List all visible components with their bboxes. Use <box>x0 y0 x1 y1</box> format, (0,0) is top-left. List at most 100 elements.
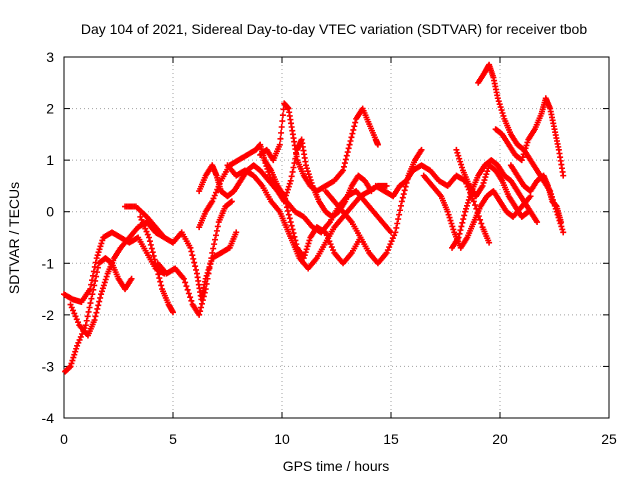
data-point <box>398 198 405 205</box>
data-point <box>149 249 156 256</box>
data-point <box>389 235 396 242</box>
data-point <box>560 172 567 179</box>
data-point <box>477 216 484 223</box>
data-point <box>304 168 311 175</box>
data-point <box>187 294 194 301</box>
data-point <box>267 174 274 181</box>
data-point <box>290 164 297 171</box>
series-track-6 <box>154 198 235 318</box>
data-point <box>281 198 288 205</box>
data-point <box>71 351 78 358</box>
data-point <box>521 148 528 155</box>
data-point <box>68 304 75 311</box>
data-point <box>394 220 401 227</box>
data-point <box>199 297 206 304</box>
series-track-12 <box>322 146 425 267</box>
data-point <box>418 146 425 153</box>
data-point <box>397 207 404 214</box>
data-point <box>497 104 504 111</box>
data-point <box>456 155 463 162</box>
data-point <box>486 239 493 246</box>
data-point <box>89 291 96 298</box>
data-point <box>98 240 105 247</box>
data-point <box>103 273 110 280</box>
x-tick-label: 20 <box>492 431 508 447</box>
data-point <box>480 179 487 186</box>
x-tick-label: 15 <box>383 431 399 447</box>
data-point <box>465 196 472 203</box>
data-point <box>395 216 402 223</box>
data-point <box>308 179 315 186</box>
data-point <box>185 290 192 297</box>
data-point <box>559 226 566 233</box>
data-point <box>302 162 309 169</box>
data-point <box>128 275 135 282</box>
axis-ticks: 0 5 10 15 20 25 -4 -3 -2 -1 0 1 2 3 <box>42 49 617 447</box>
data-point <box>279 118 286 125</box>
data-point <box>84 313 91 320</box>
data-point <box>349 130 356 137</box>
chart-title: Day 104 of 2021, Sidereal Day-to-day VTE… <box>81 21 588 37</box>
data-point <box>456 230 463 237</box>
data-point <box>85 308 92 315</box>
x-tick-label: 0 <box>60 431 68 447</box>
data-point <box>472 202 479 209</box>
data-point <box>458 223 465 230</box>
data-point <box>203 280 210 287</box>
data-point <box>289 168 296 175</box>
data-point <box>399 194 406 201</box>
series-track-3 <box>67 219 168 339</box>
data-point <box>498 107 505 114</box>
data-point <box>400 191 407 198</box>
data-point <box>463 202 470 209</box>
data-point <box>342 156 349 163</box>
data-point <box>146 234 153 241</box>
data-point <box>158 282 165 289</box>
data-point <box>292 155 299 162</box>
data-point <box>525 208 532 215</box>
data-point <box>211 192 218 199</box>
series-track-5 <box>137 213 176 316</box>
data-point <box>520 151 527 158</box>
data-point <box>180 275 187 282</box>
data-point <box>67 363 74 370</box>
data-point <box>213 227 220 234</box>
series-track-16 <box>453 146 532 220</box>
data-point <box>302 249 309 256</box>
y-axis-label: SDTVAR / TECUs <box>6 182 22 294</box>
data-point <box>200 293 207 300</box>
data-point <box>87 300 94 307</box>
data-point <box>345 145 352 152</box>
data-point <box>233 229 240 236</box>
data-point <box>343 152 350 159</box>
data-point <box>289 226 296 233</box>
data-point <box>383 182 390 189</box>
data-point <box>94 264 101 271</box>
data-point <box>264 165 271 172</box>
data-point <box>494 95 501 102</box>
data-point <box>278 123 285 130</box>
data-point <box>396 211 403 218</box>
data-point <box>96 298 103 305</box>
data-point <box>70 354 77 361</box>
data-point <box>303 246 310 253</box>
series-track-11 <box>261 136 375 220</box>
data-point <box>524 139 531 146</box>
data-point <box>341 160 348 167</box>
data-point <box>101 279 108 286</box>
data-point <box>446 214 453 221</box>
data-point <box>518 157 525 164</box>
data-point <box>458 161 465 168</box>
data-point <box>459 164 466 171</box>
data-point <box>470 198 477 205</box>
data-point <box>276 141 283 148</box>
data-point <box>285 211 292 218</box>
data-point <box>88 295 95 302</box>
data-point <box>344 149 351 156</box>
data-point <box>278 129 285 136</box>
data-point <box>340 167 347 174</box>
data-point <box>304 243 311 250</box>
data-point <box>463 205 470 212</box>
data-point <box>72 313 79 320</box>
